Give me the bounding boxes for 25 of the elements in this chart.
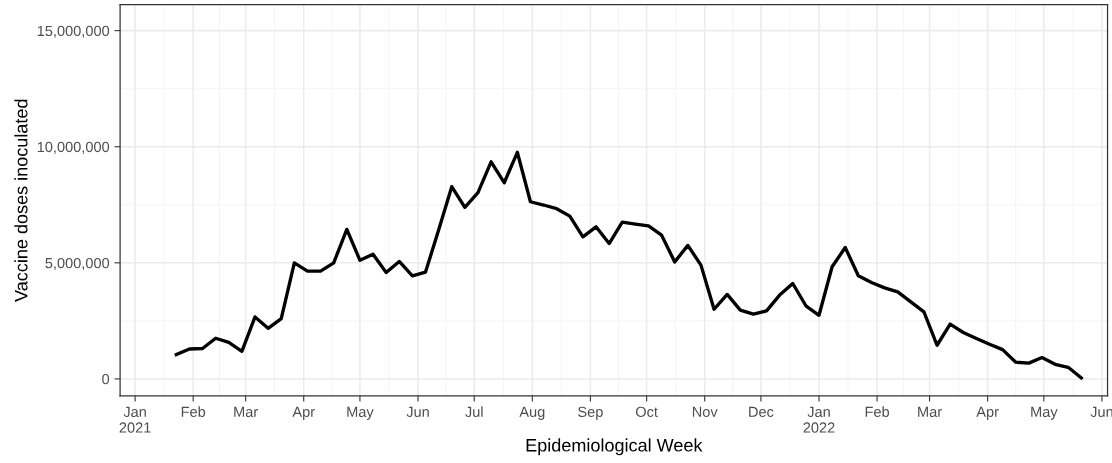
x-tick-label: Jan 2022: [803, 406, 835, 433]
x-tick-label: Aug: [519, 406, 545, 420]
x-axis-title: Epidemiological Week: [526, 438, 703, 456]
x-tick-label: Jun: [1090, 406, 1112, 417]
x-tick-label: Feb: [865, 406, 890, 417]
x-tick-label: May: [1031, 406, 1058, 420]
y-tick-label: 5,000,000: [45, 257, 110, 270]
x-tick-label: Feb: [181, 406, 206, 417]
x-tick-label: Mar: [918, 406, 942, 417]
x-tick-label: Jul: [465, 406, 483, 417]
x-tick-label: Nov: [692, 406, 718, 417]
y-tick-label: 0: [102, 374, 110, 385]
x-tick-label: Apr: [976, 406, 999, 420]
y-tick-label: 10,000,000: [37, 141, 110, 154]
x-tick-label: May: [347, 406, 374, 420]
line-series: [174, 150, 1083, 380]
x-tick-label: Oct: [635, 406, 658, 417]
y-tick-label: 15,000,000: [37, 25, 110, 38]
x-tick-label: Jan 2021: [119, 406, 151, 433]
x-tick-label: Dec: [749, 406, 774, 417]
x-tick-label: Jun: [406, 406, 429, 417]
x-tick-label: Apr: [292, 406, 315, 420]
x-tick-label: Mar: [234, 406, 258, 417]
x-tick-label: Sep: [578, 406, 603, 420]
y-axis-title: Vaccine doses inoculated: [14, 99, 28, 302]
